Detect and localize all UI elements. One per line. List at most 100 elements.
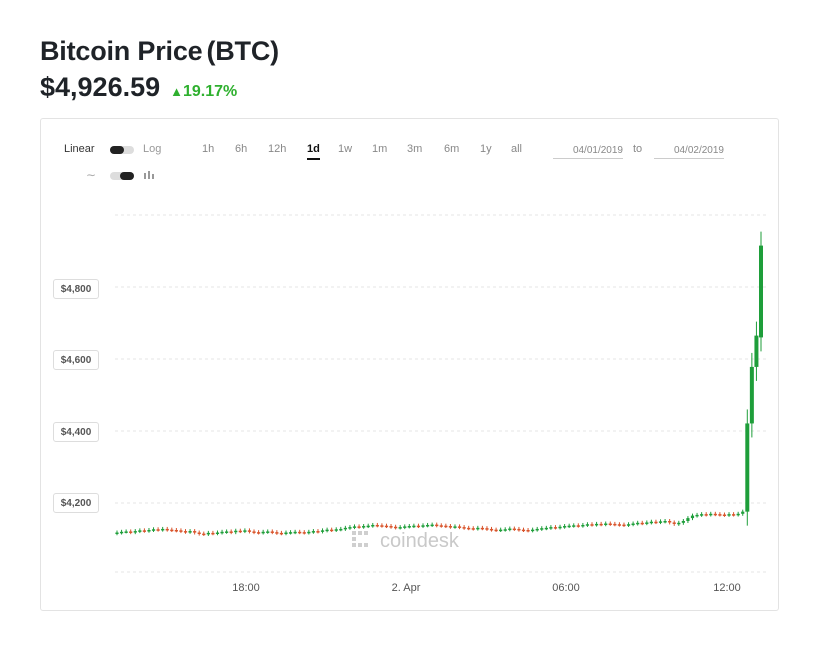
line-chart-icon[interactable]: ∼ bbox=[86, 168, 97, 182]
range-all[interactable]: all bbox=[511, 143, 523, 155]
range-6h[interactable]: 6h bbox=[235, 143, 248, 155]
range-1h[interactable]: 1h bbox=[202, 143, 215, 155]
range-1w[interactable]: 1w bbox=[338, 143, 353, 155]
candle bbox=[540, 528, 544, 530]
candle bbox=[672, 522, 676, 524]
candle bbox=[745, 423, 750, 512]
page-title: Bitcoin Price (BTC) bbox=[40, 36, 279, 67]
candle bbox=[503, 529, 507, 531]
candle bbox=[430, 524, 434, 527]
candle bbox=[174, 530, 178, 532]
candle bbox=[722, 514, 727, 517]
up-arrow-icon: ▲ bbox=[170, 84, 183, 99]
candle bbox=[115, 532, 119, 535]
candle bbox=[307, 531, 311, 534]
candle bbox=[636, 522, 640, 525]
x-tick-label: 18:00 bbox=[232, 582, 260, 594]
candle bbox=[371, 524, 375, 527]
chart-type-toggle[interactable] bbox=[110, 172, 134, 180]
candle bbox=[151, 529, 156, 531]
candle bbox=[594, 523, 599, 526]
candle bbox=[581, 524, 585, 527]
candle bbox=[439, 525, 443, 527]
candle bbox=[170, 529, 174, 532]
candle bbox=[394, 526, 398, 529]
candle bbox=[343, 527, 347, 530]
candle bbox=[467, 527, 471, 530]
current-price: $4,926.59 bbox=[40, 72, 161, 102]
candle bbox=[727, 514, 731, 516]
candle bbox=[631, 523, 635, 526]
candle bbox=[179, 530, 183, 532]
to-label: to bbox=[633, 143, 643, 155]
candle bbox=[412, 525, 416, 528]
candle bbox=[261, 531, 265, 534]
range-1m[interactable]: 1m bbox=[372, 143, 388, 155]
range-1y[interactable]: 1y bbox=[480, 143, 492, 155]
date-to-input[interactable] bbox=[654, 142, 724, 159]
candle bbox=[133, 531, 137, 533]
range-6m[interactable]: 6m bbox=[444, 143, 460, 155]
candle bbox=[330, 529, 334, 532]
range-12h[interactable]: 12h bbox=[268, 143, 287, 155]
candle bbox=[517, 528, 521, 531]
coindesk-logo-icon bbox=[352, 531, 368, 547]
candle bbox=[535, 528, 539, 531]
candle bbox=[563, 526, 567, 528]
candle bbox=[526, 530, 530, 532]
candle bbox=[608, 523, 612, 526]
candle bbox=[471, 528, 475, 530]
candlestick-icon[interactable] bbox=[143, 168, 155, 186]
candle bbox=[508, 528, 512, 531]
range-3m[interactable]: 3m bbox=[407, 143, 423, 155]
candle bbox=[480, 527, 484, 530]
candle bbox=[531, 529, 535, 532]
candle bbox=[668, 521, 672, 523]
candle bbox=[375, 524, 379, 527]
candle bbox=[298, 531, 302, 534]
candle bbox=[238, 530, 242, 533]
y-tick-label: $4,600 bbox=[53, 350, 99, 370]
candle bbox=[352, 526, 357, 528]
y-tick-label: $4,800 bbox=[53, 279, 99, 299]
watermark-text: coindesk bbox=[380, 530, 460, 552]
x-tick-label: 06:00 bbox=[552, 582, 580, 594]
candle bbox=[279, 532, 284, 535]
candle bbox=[220, 531, 224, 534]
candle bbox=[156, 529, 160, 531]
candle bbox=[293, 531, 297, 534]
candle bbox=[256, 532, 261, 534]
candle bbox=[243, 530, 247, 532]
candle bbox=[549, 527, 553, 529]
candle bbox=[193, 531, 197, 533]
candle bbox=[567, 525, 571, 528]
candle bbox=[649, 521, 653, 524]
candle bbox=[407, 526, 411, 528]
candle bbox=[718, 514, 722, 516]
coindesk-watermark: coindesk bbox=[352, 530, 460, 552]
candle bbox=[690, 515, 695, 519]
candle bbox=[215, 532, 220, 535]
candle bbox=[421, 525, 425, 527]
candle bbox=[499, 529, 503, 532]
candle bbox=[700, 514, 704, 516]
linear-label[interactable]: Linear bbox=[64, 143, 95, 155]
candle bbox=[663, 521, 667, 523]
log-label[interactable]: Log bbox=[143, 143, 162, 155]
candle bbox=[234, 530, 238, 533]
candle bbox=[284, 532, 288, 535]
candle bbox=[741, 511, 745, 514]
candle bbox=[138, 530, 142, 532]
candle bbox=[425, 524, 430, 527]
candle bbox=[572, 525, 576, 527]
candle bbox=[553, 527, 558, 529]
scale-toggle[interactable] bbox=[110, 146, 134, 154]
date-from-input[interactable] bbox=[553, 142, 623, 159]
range-1d[interactable]: 1d bbox=[307, 143, 320, 160]
ticker-text: (BTC) bbox=[206, 36, 279, 66]
candle bbox=[348, 527, 352, 529]
candle bbox=[384, 525, 389, 528]
candle bbox=[334, 529, 338, 531]
price-change: ▲19.17% bbox=[170, 83, 237, 101]
candle bbox=[325, 529, 329, 532]
